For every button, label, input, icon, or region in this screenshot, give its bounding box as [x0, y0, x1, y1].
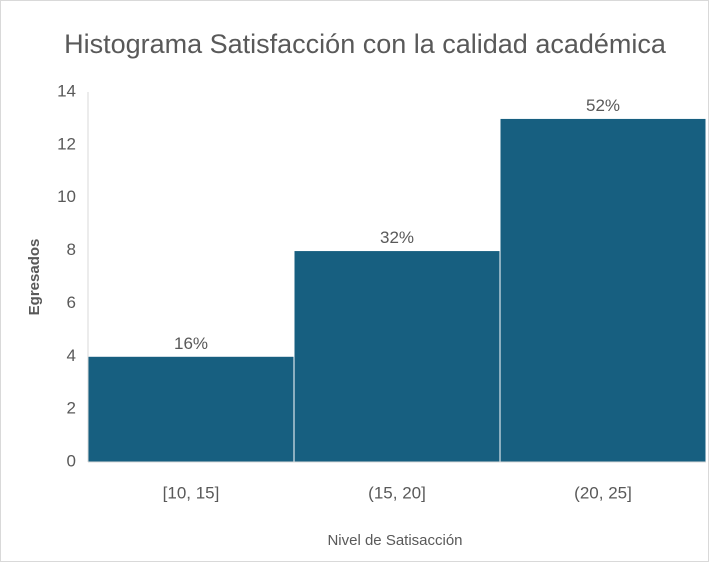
y-tick-label: 12 — [57, 134, 76, 153]
x-axis-label: Nivel de Satisacción — [327, 532, 462, 549]
y-tick-label: 4 — [67, 346, 76, 365]
bar — [293, 250, 501, 463]
y-tick-label: 14 — [57, 81, 76, 100]
data-label: 32% — [380, 228, 414, 247]
y-tick-label: 6 — [67, 293, 76, 312]
bar — [499, 117, 707, 463]
y-tick-label: 10 — [57, 187, 76, 206]
y-tick-label: 2 — [67, 399, 76, 418]
x-tick-label: [10, 15] — [163, 483, 220, 502]
y-tick-label: 0 — [67, 451, 76, 470]
bar — [87, 355, 295, 463]
data-label: 16% — [174, 334, 208, 353]
x-tick-label: (20, 25] — [574, 483, 632, 502]
data-label: 52% — [586, 96, 620, 115]
x-tick-label: (15, 20] — [368, 483, 426, 502]
y-tick-label: 8 — [67, 240, 76, 259]
y-axis-label: Egresados — [26, 239, 43, 316]
chart-title: Histograma Satisfacción con la calidad a… — [64, 29, 667, 59]
